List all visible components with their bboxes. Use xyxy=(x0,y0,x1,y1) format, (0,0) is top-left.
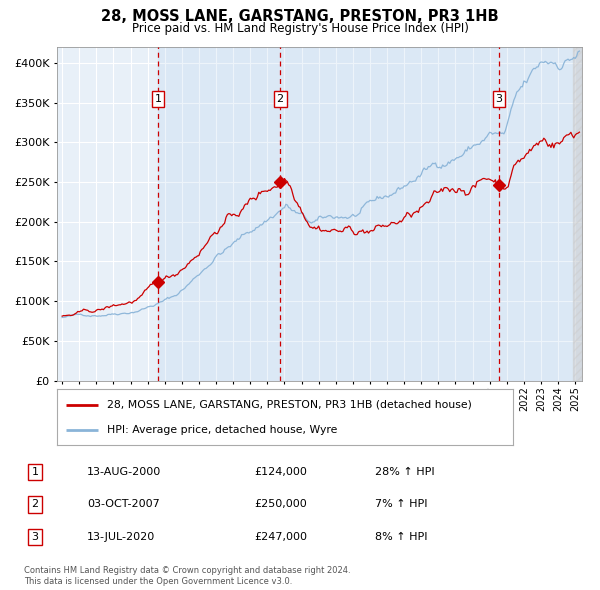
Text: HPI: Average price, detached house, Wyre: HPI: Average price, detached house, Wyre xyxy=(107,425,338,435)
Text: 3: 3 xyxy=(32,532,38,542)
Text: 13-JUL-2020: 13-JUL-2020 xyxy=(87,532,155,542)
Text: Contains HM Land Registry data © Crown copyright and database right 2024.
This d: Contains HM Land Registry data © Crown c… xyxy=(24,566,350,586)
Text: 28, MOSS LANE, GARSTANG, PRESTON, PR3 1HB (detached house): 28, MOSS LANE, GARSTANG, PRESTON, PR3 1H… xyxy=(107,399,472,409)
Bar xyxy=(574,47,582,381)
Text: 7% ↑ HPI: 7% ↑ HPI xyxy=(375,500,427,509)
Text: 1: 1 xyxy=(155,94,161,104)
Text: 2: 2 xyxy=(31,500,38,509)
Text: 1: 1 xyxy=(32,467,38,477)
Text: 28% ↑ HPI: 28% ↑ HPI xyxy=(375,467,434,477)
Text: 3: 3 xyxy=(496,94,502,104)
Text: Price paid vs. HM Land Registry's House Price Index (HPI): Price paid vs. HM Land Registry's House … xyxy=(131,22,469,35)
Text: 8% ↑ HPI: 8% ↑ HPI xyxy=(375,532,427,542)
Text: 28, MOSS LANE, GARSTANG, PRESTON, PR3 1HB: 28, MOSS LANE, GARSTANG, PRESTON, PR3 1H… xyxy=(101,9,499,24)
Text: £250,000: £250,000 xyxy=(254,500,307,509)
Text: £247,000: £247,000 xyxy=(254,532,307,542)
Text: 13-AUG-2000: 13-AUG-2000 xyxy=(87,467,161,477)
Bar xyxy=(158,47,582,381)
Text: 03-OCT-2007: 03-OCT-2007 xyxy=(87,500,160,509)
Text: £124,000: £124,000 xyxy=(254,467,307,477)
Text: 2: 2 xyxy=(277,94,284,104)
